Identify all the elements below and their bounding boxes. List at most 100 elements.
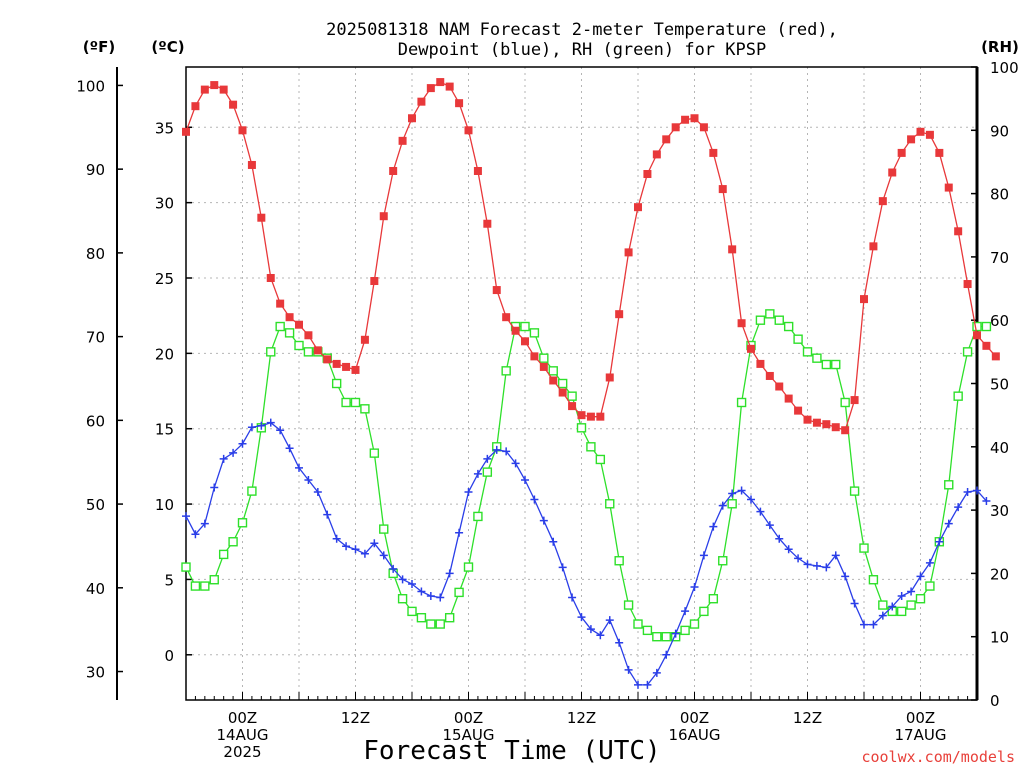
temperature-point	[295, 321, 303, 329]
rh-point	[898, 607, 906, 615]
temperature-point	[898, 149, 906, 157]
temperature-point	[945, 184, 953, 192]
fahrenheit-tick-label: 50	[86, 496, 105, 514]
temperature-point	[333, 360, 341, 368]
temperature-point	[427, 84, 435, 92]
dewpoint-point	[615, 639, 623, 647]
temperature-point	[973, 331, 981, 339]
dewpoint-point	[323, 511, 331, 519]
temperature-point	[747, 345, 755, 353]
x-tick-label: 00Z	[228, 709, 257, 727]
rh-point	[587, 443, 595, 451]
fahrenheit-unit-label: (ºF)	[83, 38, 115, 56]
dewpoint-point	[634, 681, 642, 689]
x-tick-label: 16AUG	[669, 726, 721, 744]
rh-point	[615, 557, 623, 565]
rh-point	[559, 380, 567, 388]
temperature-point	[493, 286, 501, 294]
rh-point	[841, 398, 849, 406]
rh-point	[399, 595, 407, 603]
temperature-point	[502, 313, 510, 321]
dewpoint-point	[465, 488, 473, 496]
dewpoint-point	[286, 444, 294, 452]
temperature-point	[342, 363, 350, 371]
temperature-point	[559, 389, 567, 397]
x-tick-label: 00Z	[906, 709, 935, 727]
temperature-point	[841, 426, 849, 434]
dewpoint-point	[568, 594, 576, 602]
dewpoint-point	[964, 488, 972, 496]
rh-point	[408, 607, 416, 615]
temperature-point	[352, 366, 360, 374]
temperature-point	[907, 135, 915, 143]
x-tick-label: 14AUG	[217, 726, 269, 744]
temperature-point	[361, 336, 369, 344]
rh-point	[578, 424, 586, 432]
dewpoint-point	[446, 569, 454, 577]
dewpoint-point	[945, 520, 953, 528]
x-tick-label: 2025	[223, 743, 261, 761]
temperature-point	[399, 137, 407, 145]
dewpoint-point	[907, 587, 915, 595]
rh-point	[869, 576, 877, 584]
rh-point	[653, 633, 661, 641]
temperature-point	[304, 331, 312, 339]
temperature-point	[672, 123, 680, 131]
data-series	[182, 78, 1000, 689]
temperature-point	[182, 128, 190, 136]
celsius-tick-label: 35	[155, 119, 174, 137]
dewpoint-point	[427, 592, 435, 600]
temperature-point	[389, 167, 397, 175]
rh-tick-label: 100	[990, 59, 1019, 77]
temperature-point	[446, 83, 454, 91]
rh-point	[832, 361, 840, 369]
rh-point	[804, 348, 812, 356]
tick-labels: 3040506070809010005101520253035010203040…	[76, 59, 1018, 761]
temperature-point	[804, 416, 812, 424]
rh-point	[465, 563, 473, 571]
temperature-point	[813, 419, 821, 427]
temperature-point	[229, 101, 237, 109]
celsius-tick-label: 30	[155, 195, 174, 213]
x-tick-label: 12Z	[567, 709, 596, 727]
rh-point	[606, 500, 614, 508]
temperature-point	[417, 98, 425, 106]
x-tick-label: 00Z	[680, 709, 709, 727]
rh-point	[662, 633, 670, 641]
dewpoint-point	[474, 470, 482, 478]
rh-point	[276, 323, 284, 331]
rh-point	[239, 519, 247, 527]
celsius-tick-label: 0	[164, 647, 174, 665]
temperature-point	[286, 313, 294, 321]
fahrenheit-tick-label: 60	[86, 412, 105, 430]
temperature-point	[436, 78, 444, 86]
rh-point	[709, 595, 717, 603]
dewpoint-point	[926, 559, 934, 567]
temperature-point	[201, 86, 209, 94]
temperature-point	[276, 300, 284, 308]
temperature-point	[596, 413, 604, 421]
rh-series-line	[186, 314, 986, 637]
dewpoint-point	[436, 594, 444, 602]
rh-point	[860, 544, 868, 552]
rh-point	[182, 563, 190, 571]
dewpoint-point	[681, 607, 689, 615]
rh-point	[446, 614, 454, 622]
rh-point	[945, 481, 953, 489]
temperature-point	[540, 363, 548, 371]
temperature-point	[785, 395, 793, 403]
temperature-point	[323, 355, 331, 363]
temperature-point	[700, 123, 708, 131]
rh-point	[813, 354, 821, 362]
credit-link[interactable]: coolwx.com/models	[861, 748, 1015, 766]
dewpoint-point	[691, 583, 699, 591]
celsius-tick-label: 25	[155, 270, 174, 288]
rh-point	[267, 348, 275, 356]
temperature-point	[766, 372, 774, 380]
dewpoint-point	[210, 483, 218, 491]
dewpoint-point	[606, 616, 614, 624]
rh-point	[917, 595, 925, 603]
temperature-point	[992, 352, 1000, 360]
rh-point	[766, 310, 774, 318]
rh-point	[625, 601, 633, 609]
